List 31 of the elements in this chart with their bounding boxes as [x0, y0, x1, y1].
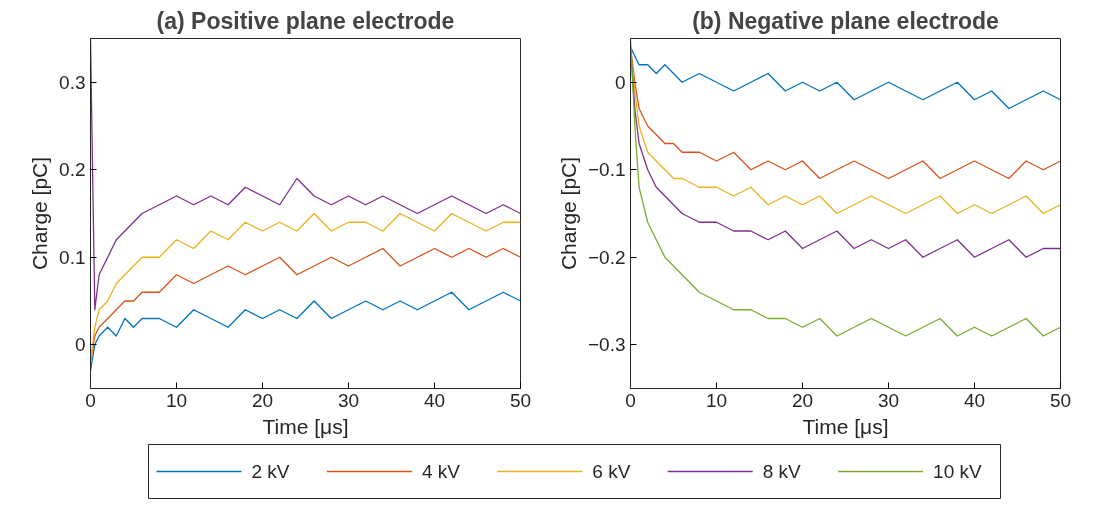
y-axis-title: Charge [pC]: [556, 156, 580, 271]
y-tick-label: 0.3: [59, 71, 86, 93]
y-tick-label: −0.2: [587, 246, 626, 268]
y-tick-label: 0: [614, 71, 626, 93]
chart-title: (b) Negative plane electrode: [692, 7, 999, 34]
x-tick-label: 40: [963, 389, 986, 411]
line-series: [90, 247, 521, 363]
y-tick-label: −0.3: [587, 334, 626, 356]
x-tick-label: 40: [423, 389, 446, 411]
chart-title: (a) Positive plane electrode: [156, 7, 455, 34]
line-series: [90, 291, 521, 372]
y-tick-label: 0.1: [59, 246, 86, 268]
x-tick-label: 30: [337, 389, 360, 411]
x-tick-label: 50: [1049, 389, 1072, 411]
x-tick-label: 20: [251, 389, 274, 411]
y-tick-label: −0.1: [587, 159, 626, 181]
x-tick-label: 10: [705, 389, 728, 411]
x-tick-label: 50: [509, 389, 532, 411]
x-tick-label: 20: [791, 389, 814, 411]
x-tick-label: 10: [165, 389, 188, 411]
y-axis-title: Charge [pC]: [28, 156, 52, 271]
y-tick-label: 0: [74, 334, 86, 356]
x-tick-label: 30: [877, 389, 900, 411]
legend-label: 6 kV: [592, 461, 631, 482]
legend-label: 2 kV: [251, 461, 290, 482]
legend-label: 10 kV: [933, 461, 983, 482]
legend-label: 8 kV: [762, 461, 802, 482]
x-axis-title: Time [μs]: [802, 414, 889, 438]
legend-label: 4 kV: [421, 461, 461, 482]
x-axis-title: Time [μs]: [262, 414, 349, 438]
y-tick-label: 0.2: [59, 159, 86, 181]
